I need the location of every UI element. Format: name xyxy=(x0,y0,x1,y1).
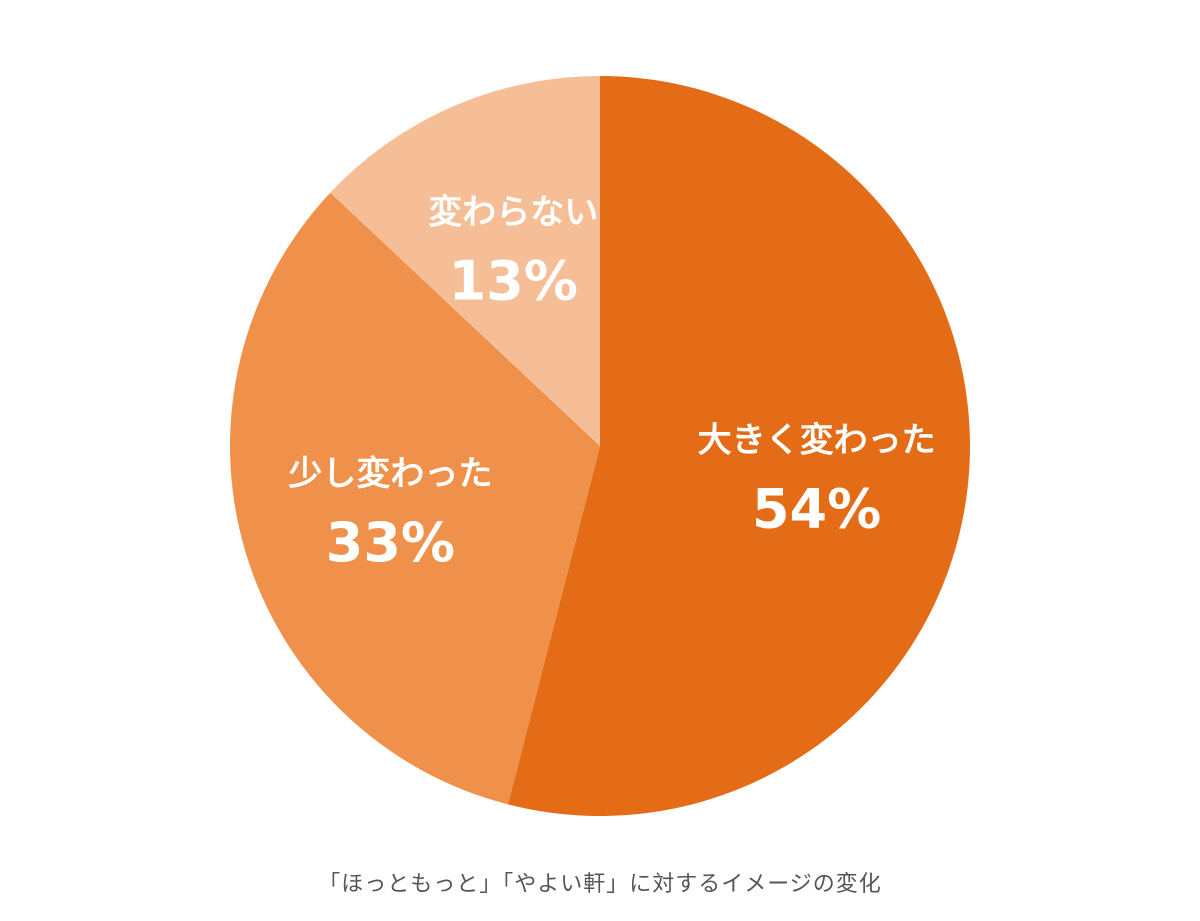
slice-value-label-3: 13% xyxy=(449,250,578,313)
pie-slice-3 xyxy=(330,76,600,446)
slice-label-1: 大きく変わった xyxy=(698,420,936,460)
slice-value-label-1: 54% xyxy=(752,477,881,540)
slice-label-3: 変わらない xyxy=(428,193,598,233)
pie-slice-2 xyxy=(229,192,600,805)
slice-label-2: 少し変わった xyxy=(288,454,492,494)
pie-slice-1 xyxy=(507,76,970,816)
chart-caption: 「ほっともっと」「やよい軒」に対するイメージの変化 xyxy=(318,872,882,897)
labels-layer: 大きく変わった 54% 少し変わった 33% 変わらない 13% xyxy=(288,193,935,574)
slice-value-label-2: 33% xyxy=(326,511,455,574)
slices-layer xyxy=(229,76,970,816)
